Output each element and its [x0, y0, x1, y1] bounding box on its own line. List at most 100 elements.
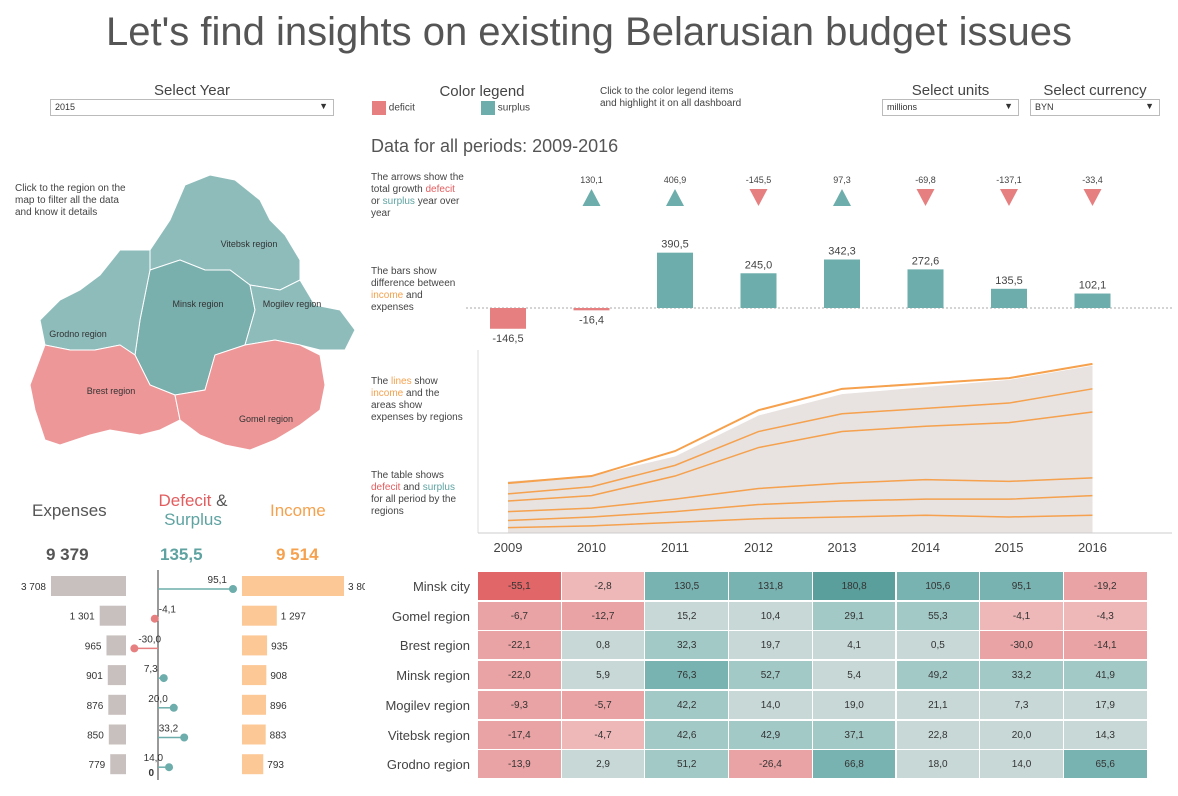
table-row[interactable]: Minsk city -55,1 -2,8 130,5 131,8 180,8 105,6 9… [366, 572, 1162, 601]
table-cell[interactable]: 14,0 [729, 690, 813, 720]
table-cell[interactable]: 180,8 [812, 572, 897, 601]
chevron-down-icon: ▼ [319, 101, 328, 111]
table-cell[interactable]: -22,1 [478, 631, 562, 661]
table-cell[interactable]: 42,2 [645, 690, 730, 720]
table-cell[interactable]: 42,9 [729, 720, 813, 750]
note-income-word: income [371, 290, 404, 301]
table-cell[interactable]: -17,4 [478, 720, 562, 750]
table-cell[interactable]: 14,3 [1063, 720, 1148, 750]
table-cell[interactable]: 130,5 [645, 572, 730, 601]
table-cell[interactable]: 76,3 [645, 661, 730, 691]
currency-select[interactable]: BYN ▼ [1030, 99, 1160, 116]
table-cell[interactable]: -4,1 [980, 601, 1064, 631]
balance-total: 135,5 [160, 545, 203, 564]
units-select[interactable]: millions ▼ [882, 99, 1019, 116]
belarus-map: Vitebsk region Minsk region Mogilev regi… [29, 174, 356, 451]
table-cell[interactable]: 14,0 [980, 750, 1064, 780]
difference-bar-label: 390,5 [661, 239, 689, 251]
expenses-bar [99, 605, 126, 626]
income-bar-label: 793 [267, 760, 284, 771]
balance-value-label: 7,3 [144, 664, 158, 675]
table-cell[interactable]: 21,1 [896, 690, 981, 720]
year-label: Select Year [154, 82, 230, 99]
table-cell[interactable]: -2,8 [561, 572, 646, 601]
legend-deficit-item[interactable]: deficit [372, 101, 415, 115]
note-text: The table shows [371, 470, 444, 481]
table-cell[interactable]: -55,1 [478, 572, 562, 601]
income-bar [242, 724, 266, 745]
table-cell[interactable]: 41,9 [1063, 661, 1148, 691]
table-cell[interactable]: 37,1 [812, 720, 897, 750]
table-cell[interactable]: 18,0 [896, 750, 981, 780]
table-row[interactable]: Brest region -22,1 0,8 32,3 19,7 4,1 0,5 -30,0-… [366, 631, 1162, 661]
balance-value-label: -30,0 [138, 634, 161, 645]
map-label-brest: Brest region [87, 386, 136, 396]
table-cell[interactable]: 105,6 [896, 572, 981, 601]
expenses-bar-label: 779 [89, 760, 106, 771]
income-bar [242, 605, 277, 626]
difference-bar-label: -146,5 [492, 333, 523, 345]
table-cell[interactable]: 20,0 [980, 720, 1064, 750]
arrow-value-label: 130,1 [580, 175, 603, 185]
table-cell[interactable]: 2,9 [561, 750, 646, 780]
map-label-mogilev: Mogilev region [263, 299, 322, 309]
table-cell[interactable]: 22,8 [896, 720, 981, 750]
table-cell[interactable]: 29,1 [812, 601, 897, 631]
table-cell[interactable]: 7,3 [980, 690, 1064, 720]
table-row-label: Grodno region [386, 757, 470, 773]
expenses-bar-label: 850 [87, 731, 104, 742]
table-cell[interactable]: -6,7 [478, 601, 562, 631]
map-region-grodno[interactable] [39, 249, 151, 356]
note-deficit-word: defecit [371, 482, 401, 493]
table-cell[interactable]: 15,2 [645, 601, 730, 631]
map-region-mogilev[interactable] [244, 279, 356, 351]
balance-lollipop-dot [180, 733, 189, 742]
table-cell[interactable]: 33,2 [980, 661, 1064, 691]
difference-bar [907, 269, 944, 308]
table-cell[interactable]: -4,7 [561, 720, 646, 750]
table-cell[interactable]: -30,0 [980, 631, 1064, 661]
table-cell[interactable]: -26,4 [729, 750, 813, 780]
table-cell[interactable]: 0,5 [896, 631, 981, 661]
table-cell[interactable]: 4,1 [812, 631, 897, 661]
table-cell[interactable]: 131,8 [729, 572, 813, 601]
table-cell[interactable]: -13,9 [478, 750, 562, 780]
table-cell[interactable]: -12,7 [561, 601, 646, 631]
table-cell[interactable]: -19,2 [1063, 572, 1148, 601]
table-cell[interactable]: 55,3 [896, 601, 981, 631]
table-cell[interactable]: -14,1 [1063, 631, 1148, 661]
table-cell[interactable]: 17,9 [1063, 690, 1148, 720]
table-cell[interactable]: 66,8 [812, 750, 897, 780]
table-cell[interactable]: 5,4 [812, 661, 897, 691]
table-row[interactable]: Vitebsk region -17,4 -4,7 42,6 42,9 37,1 22,8 2… [366, 720, 1162, 750]
legend-surplus-item[interactable]: surplus [481, 101, 530, 115]
table-cell[interactable]: 10,4 [729, 601, 813, 631]
map-region-gomel[interactable] [174, 339, 326, 451]
table-row[interactable]: Mogilev region -9,3 -5,7 42,2 14,0 19,0 21,1 7,… [366, 690, 1162, 720]
expenses-header: Expenses [32, 501, 107, 520]
table-row[interactable]: Grodno region -13,9 2,9 51,2 -26,4 66,8 18,0 14… [366, 750, 1162, 780]
table-cell[interactable]: 51,2 [645, 750, 730, 780]
table-cell[interactable]: 42,6 [645, 720, 730, 750]
table-cell[interactable]: 5,9 [561, 661, 646, 691]
year-select[interactable]: 2015 ▼ [50, 99, 334, 116]
map-region-brest[interactable] [29, 344, 181, 446]
table-cell[interactable]: -9,3 [478, 690, 562, 720]
table-cell[interactable]: 32,3 [645, 631, 730, 661]
income-bar [242, 665, 267, 686]
table-row[interactable]: Minsk region -22,0 5,9 76,3 52,7 5,4 49,2 33,2 4… [366, 661, 1162, 691]
table-cell[interactable]: 65,6 [1063, 750, 1148, 780]
table-cell[interactable]: 19,0 [812, 690, 897, 720]
table-cell[interactable]: 52,7 [729, 661, 813, 691]
income-total: 9 514 [276, 545, 319, 564]
table-cell[interactable]: 0,8 [561, 631, 646, 661]
table-cell[interactable]: 49,2 [896, 661, 981, 691]
table-cell[interactable]: -5,7 [561, 690, 646, 720]
map-label-vitebsk: Vitebsk region [221, 239, 278, 249]
table-row-label: Brest region [399, 638, 470, 654]
table-cell[interactable]: -22,0 [478, 661, 562, 691]
table-cell[interactable]: 95,1 [980, 572, 1064, 601]
table-cell[interactable]: 19,7 [729, 631, 813, 661]
table-cell[interactable]: -4,3 [1063, 601, 1148, 631]
table-row[interactable]: Gomel region -6,7 -12,7 15,2 10,4 29,1 55,3 -4,… [366, 601, 1162, 631]
